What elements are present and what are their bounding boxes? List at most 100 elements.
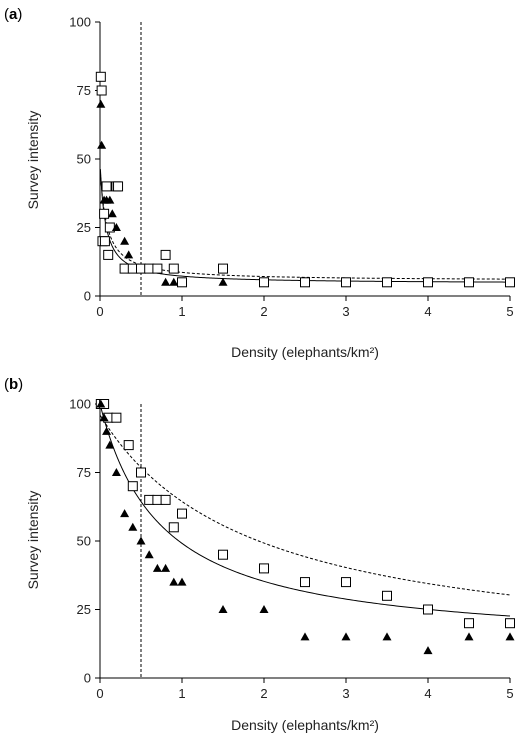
square-marker-b <box>136 467 146 478</box>
panel-b-label: (b) <box>4 376 23 393</box>
y-tick-label-a: 75 <box>77 83 91 98</box>
square-marker-b <box>123 440 134 451</box>
triangle-marker-b <box>341 632 351 641</box>
triangle-marker-a <box>124 250 134 259</box>
fit-curve-a-squares <box>99 172 511 280</box>
square-marker-b <box>111 412 122 423</box>
square-marker-a <box>136 263 146 274</box>
square-marker-a <box>423 277 433 288</box>
square-marker-a <box>95 71 106 82</box>
fit-curve-b-triangles <box>99 405 511 617</box>
square-marker-a <box>382 277 392 288</box>
square-marker-b <box>168 522 179 533</box>
square-marker-a <box>119 263 130 274</box>
fit-curve-b-squares <box>99 415 511 596</box>
square-marker-a <box>144 263 155 274</box>
panel-a-label: (a) <box>4 6 22 23</box>
square-marker-a <box>341 277 351 288</box>
square-marker-a <box>300 277 310 288</box>
triangle-marker-b <box>96 399 106 408</box>
triangle-marker-b <box>300 632 310 641</box>
x-tick-label-b: 1 <box>178 686 185 701</box>
triangle-marker-b <box>218 605 228 613</box>
x-tick-label-b: 3 <box>342 686 349 701</box>
triangle-marker-b <box>99 413 109 422</box>
triangle-marker-a <box>111 223 121 231</box>
square-marker-b <box>300 577 310 588</box>
square-marker-a <box>152 263 163 274</box>
triangle-marker-b <box>111 468 121 476</box>
triangle-marker-a <box>218 277 228 286</box>
triangle-marker-b <box>102 426 112 435</box>
x-tick-label-b: 2 <box>260 686 267 701</box>
plot-area-a: 0 25 50 75 100 0 1 2 3 4 5 <box>69 15 515 319</box>
triangle-marker-b <box>382 632 392 641</box>
y-axis-title-b: Survey intensity <box>25 491 41 590</box>
x-axis-title-a: Density (elephants/km²) <box>231 344 379 360</box>
x-tick-label-b: 5 <box>506 686 513 701</box>
x-tick-label-a: 2 <box>260 304 267 319</box>
square-marker-a <box>96 85 107 96</box>
square-marker-b <box>127 481 138 492</box>
square-marker-b <box>177 508 187 519</box>
y-tick-label-b: 75 <box>77 465 91 480</box>
triangle-marker-b <box>136 536 146 545</box>
x-tick-label-a: 1 <box>178 304 185 319</box>
y-tick-label-a: 0 <box>84 289 91 304</box>
x-axis-title-b: Density (elephants/km²) <box>231 717 379 733</box>
x-tick-label-b: 4 <box>424 686 431 701</box>
square-marker-a <box>113 181 124 192</box>
square-marker-a <box>99 208 110 219</box>
square-marker-a <box>99 236 110 247</box>
square-marker-a <box>259 277 269 288</box>
square-marker-b <box>423 604 433 615</box>
square-marker-b <box>464 618 474 629</box>
triangle-marker-a <box>107 209 117 218</box>
triangle-marker-a <box>120 236 130 245</box>
triangle-marker-b <box>464 632 474 641</box>
y-tick-label-b: 50 <box>77 534 91 549</box>
triangle-marker-b <box>120 509 130 518</box>
triangle-marker-b <box>105 440 115 449</box>
triangle-marker-b <box>259 605 269 613</box>
triangle-marker-b <box>169 577 179 586</box>
triangle-marker-b <box>128 522 138 531</box>
y-tick-label-a: 50 <box>77 152 91 167</box>
plot-area-b: 0 25 50 75 100 0 1 2 3 4 5 <box>69 397 515 701</box>
triangle-marker-a <box>97 140 107 149</box>
triangle-marker-b <box>423 646 433 655</box>
y-axis-title-a: Survey intensity <box>25 111 41 210</box>
panel-b: (b) 0 25 50 75 100 0 1 2 3 4 5 Density (elephants/… <box>4 376 515 733</box>
triangle-marker-a <box>96 99 106 108</box>
y-tick-label-b: 25 <box>77 602 91 617</box>
square-marker-b <box>382 590 392 601</box>
triangle-marker-b <box>161 563 171 572</box>
x-tick-label-b: 0 <box>96 686 103 701</box>
square-marker-a <box>505 277 515 288</box>
triangle-marker-b <box>144 550 154 559</box>
square-marker-a <box>103 249 114 260</box>
x-tick-label-a: 0 <box>96 304 103 319</box>
square-marker-a <box>168 263 179 274</box>
square-marker-b <box>218 549 228 560</box>
triangle-marker-a <box>169 277 179 286</box>
triangle-marker-b <box>177 577 187 586</box>
square-marker-b <box>505 618 515 629</box>
square-marker-a <box>127 263 138 274</box>
square-marker-b <box>152 494 163 505</box>
x-tick-label-a: 4 <box>424 304 431 319</box>
y-tick-label-a: 100 <box>69 15 91 30</box>
y-tick-label-b: 0 <box>84 671 91 686</box>
square-marker-a <box>160 249 171 260</box>
x-tick-label-a: 5 <box>506 304 513 319</box>
triangle-marker-b <box>505 632 515 641</box>
square-marker-b <box>259 563 269 574</box>
y-tick-label-a: 25 <box>77 220 91 235</box>
triangle-marker-a <box>161 277 171 286</box>
square-marker-a <box>218 263 228 274</box>
panel-a: (a) 0 25 50 75 100 0 1 2 3 4 5 Density (elephants/… <box>4 6 515 360</box>
square-marker-b <box>160 494 171 505</box>
x-tick-label-a: 3 <box>342 304 349 319</box>
square-marker-a <box>177 277 187 288</box>
